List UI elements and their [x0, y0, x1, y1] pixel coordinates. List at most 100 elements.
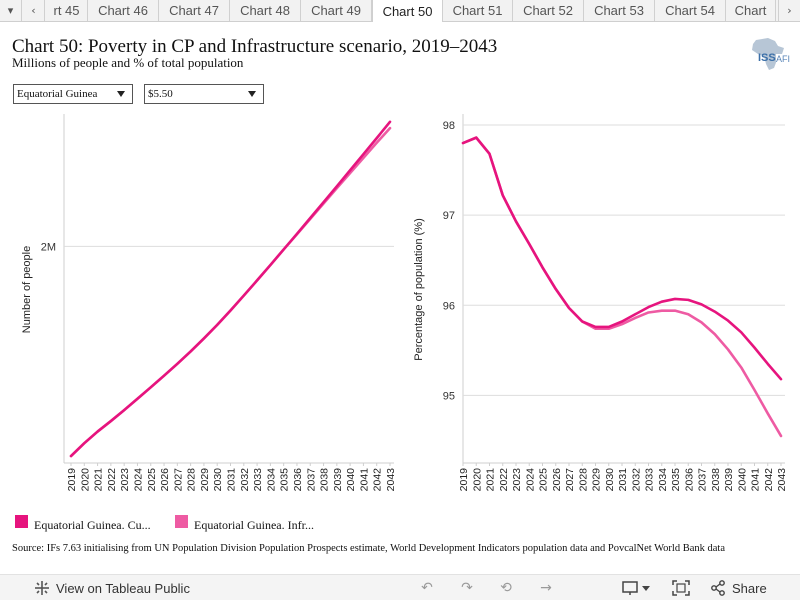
x-tick-label: 2036 — [683, 468, 695, 492]
x-tick-label: 2027 — [564, 468, 576, 492]
tab-chart-48[interactable]: Chart 48 — [230, 0, 301, 21]
tab-chart-50[interactable]: Chart 50 — [372, 0, 443, 22]
y-tick-label: 96 — [443, 300, 455, 312]
y-tick-label: 98 — [443, 120, 455, 132]
tab-chart-46[interactable]: Chart 46 — [88, 0, 159, 21]
x-tick-label: 2026 — [551, 468, 563, 492]
x-tick-label: 2022 — [498, 468, 510, 492]
forward-icon[interactable]: → — [540, 580, 552, 596]
y-axis-label: Number of people — [21, 246, 33, 333]
chevron-down-icon — [248, 91, 256, 97]
threshold-dropdown[interactable]: $5.50 — [144, 84, 264, 104]
threshold-dropdown-value: $5.50 — [148, 88, 173, 100]
legend-item-current-path[interactable]: Equatorial Guinea. Cu... — [15, 512, 151, 532]
tab-chart-52[interactable]: Chart 52 — [513, 0, 584, 21]
chevron-down-icon — [117, 91, 125, 97]
x-tick-label: 2028 — [186, 468, 198, 492]
x-tick-label: 2030 — [604, 468, 616, 492]
x-tick-label: 2031 — [226, 468, 238, 492]
x-tick-label: 2019 — [458, 468, 470, 492]
caret-down-icon[interactable]: ▾ — [0, 0, 22, 21]
x-tick-label: 2026 — [159, 468, 171, 492]
legend-label: Equatorial Guinea. Cu... — [34, 517, 151, 532]
x-tick-label: 2024 — [524, 468, 536, 492]
page-subtitle: Millions of people and % of total popula… — [12, 55, 244, 70]
redo-icon[interactable]: ↷ — [461, 580, 473, 596]
series-line-current-path[interactable] — [69, 120, 392, 458]
source-note: Source: IFs 7.63 initialising from UN Po… — [12, 543, 725, 554]
x-tick-label: 2022 — [106, 468, 118, 492]
logo-text: ISS — [758, 52, 776, 64]
tab-chart-53[interactable]: Chart 53 — [584, 0, 655, 21]
x-tick-label: 2027 — [172, 468, 184, 492]
legend-swatch — [175, 514, 188, 528]
x-tick-label: 2023 — [511, 468, 523, 492]
legend-label: Equatorial Guinea. Infr... — [194, 517, 314, 532]
view-on-tableau-public-link[interactable]: View on Tableau Public — [34, 575, 190, 600]
tab-rt-45[interactable]: rt 45 — [46, 0, 88, 21]
x-tick-label: 2033 — [252, 468, 264, 492]
x-tick-label: 2039 — [332, 468, 344, 492]
x-tick-label: 2019 — [66, 468, 78, 492]
legend-item-infrastructure[interactable]: Equatorial Guinea. Infr... — [175, 512, 314, 532]
revert-icon[interactable]: ⟲ — [500, 580, 512, 596]
x-tick-label: 2038 — [319, 468, 331, 492]
x-tick-label: 2020 — [471, 468, 483, 492]
tab-chart-47[interactable]: Chart 47 — [159, 0, 230, 21]
country-dropdown-value: Equatorial Guinea — [17, 88, 98, 100]
tableau-toolbar: View on Tableau Public ↶ ↷ ⟲ → Share — [0, 574, 800, 600]
percentage-of-population-chart: 95 96 97 98 Percentage of population (%) 2019… — [413, 114, 788, 492]
x-tick-label: 2042 — [763, 468, 775, 492]
tab-chart-49[interactable]: Chart 49 — [301, 0, 372, 21]
tableau-logo-icon — [35, 581, 49, 595]
chevron-right-icon[interactable]: › — [778, 0, 800, 21]
x-tick-label: 2032 — [239, 468, 251, 492]
x-tick-label: 2023 — [119, 468, 131, 492]
x-tick-label: 2032 — [630, 468, 642, 492]
tab-chart-51[interactable]: Chart 51 — [443, 0, 513, 21]
x-tick-label: 2040 — [345, 468, 357, 492]
x-tick-label: 2031 — [617, 468, 629, 492]
fullscreen-icon[interactable] — [671, 579, 691, 597]
x-tick-label: 2021 — [93, 468, 105, 492]
series-line-infrastructure[interactable] — [461, 136, 783, 438]
view-on-tableau-public-label: View on Tableau Public — [56, 580, 190, 596]
x-tick-label: 2025 — [538, 468, 550, 492]
x-tick-label: 2021 — [485, 468, 497, 492]
download-icon[interactable] — [620, 579, 652, 597]
tab-chart[interactable]: Chart — [726, 0, 776, 21]
country-dropdown[interactable]: Equatorial Guinea — [13, 84, 133, 104]
x-tick-label: 2034 — [265, 468, 277, 492]
x-tick-label: 2033 — [644, 468, 656, 492]
iss-africa-logo: ISS AFI — [742, 36, 792, 72]
x-tick-label: 2034 — [657, 468, 669, 492]
x-tick-label: 2043 — [776, 468, 788, 492]
tab-chart-54[interactable]: Chart 54 — [655, 0, 726, 21]
share-label: Share — [732, 580, 767, 596]
x-tick-label: 2025 — [146, 468, 158, 492]
x-tick-label: 2041 — [358, 468, 370, 492]
x-tick-label: 2024 — [132, 468, 144, 492]
x-tick-label: 2029 — [591, 468, 603, 492]
share-icon — [711, 580, 725, 596]
chevron-left-icon[interactable]: ‹ — [23, 0, 45, 21]
x-tick-label: 2036 — [292, 468, 304, 492]
series-line-infrastructure[interactable] — [69, 126, 392, 458]
y-tick-label: 97 — [443, 210, 455, 222]
tab-bar: ▾ ‹ rt 45 Chart 46 Chart 47 Chart 48 Chart 4… — [0, 0, 800, 22]
undo-icon[interactable]: ↶ — [421, 580, 433, 596]
legend-swatch — [15, 514, 28, 528]
x-tick-label: 2035 — [670, 468, 682, 492]
y-tick-label: 2M — [41, 241, 56, 253]
x-tick-label: 2042 — [372, 468, 384, 492]
x-tick-label: 2041 — [750, 468, 762, 492]
series-line-current-path[interactable] — [461, 136, 783, 381]
x-tick-label: 2037 — [697, 468, 709, 492]
x-tick-label: 2040 — [736, 468, 748, 492]
x-tick-label: 2020 — [79, 468, 91, 492]
page-title: Chart 50: Poverty in CP and Infrastructu… — [12, 36, 498, 57]
x-tick-label: 2029 — [199, 468, 211, 492]
x-tick-label: 2039 — [723, 468, 735, 492]
share-button[interactable]: Share — [710, 575, 767, 600]
